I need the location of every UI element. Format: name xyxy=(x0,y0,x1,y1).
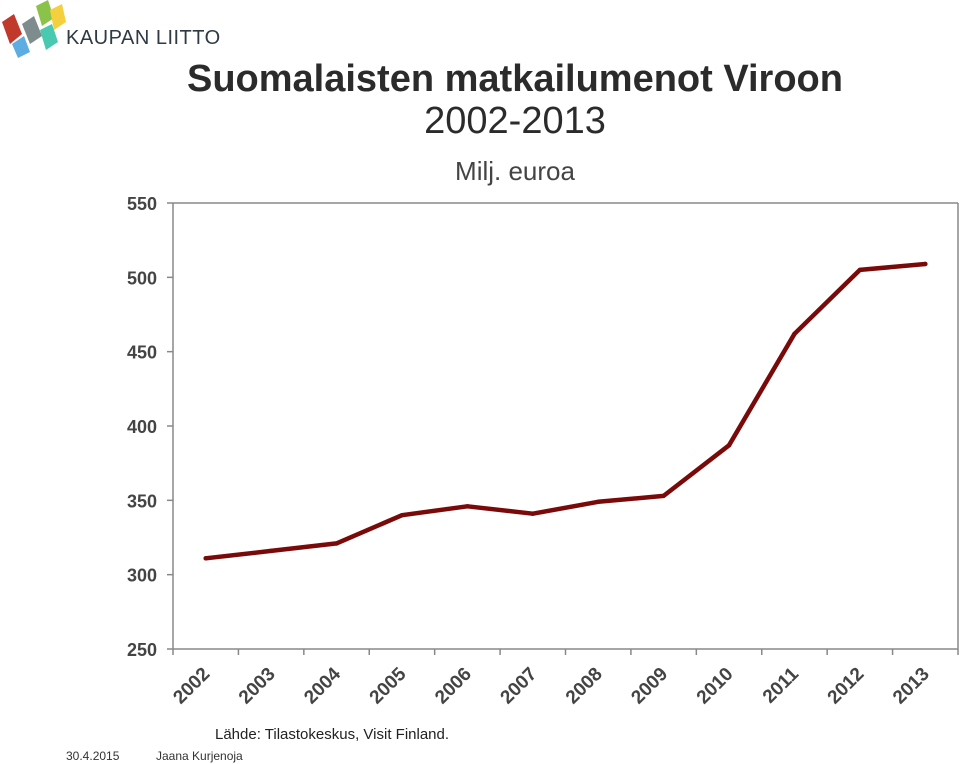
logo-shape-gray xyxy=(22,16,42,44)
x-tick-label: 2012 xyxy=(824,664,869,709)
x-tick-label: 2011 xyxy=(759,663,803,707)
chart-subtitle: 2002-2013 xyxy=(424,100,606,142)
x-axis-ticks: 2002 2003 2004 2005 2006 2007 2008 2009 2010 2011… xyxy=(169,649,959,709)
logo-shape-red xyxy=(2,14,22,44)
y-tick-label: 400 xyxy=(127,417,157,437)
series-line xyxy=(203,261,928,561)
kaupan-liitto-logo xyxy=(2,0,66,58)
logo-text: KAUPAN LIITTO xyxy=(66,27,221,49)
footer-author: Jaana Kurjenoja xyxy=(156,749,243,763)
y-tick-label: 250 xyxy=(127,640,157,660)
data-point xyxy=(596,499,601,505)
data-point xyxy=(923,261,928,267)
y-tick-label: 550 xyxy=(127,194,157,214)
x-tick-label: 2013 xyxy=(889,664,934,709)
y-tick-label: 300 xyxy=(127,566,157,586)
data-point xyxy=(726,443,732,448)
chart-title: Suomalaisten matkailumenot Viroon xyxy=(186,58,843,100)
chart-axes xyxy=(172,202,959,650)
data-point xyxy=(268,548,274,554)
logo-shape-blue xyxy=(12,36,30,58)
x-tick-label: 2004 xyxy=(300,663,345,708)
data-point xyxy=(661,493,666,499)
x-tick-label: 2005 xyxy=(366,663,411,708)
data-point xyxy=(530,511,535,516)
x-tick-label: 2008 xyxy=(562,664,607,709)
x-tick-label: 2006 xyxy=(431,664,476,709)
y-tick-label: 350 xyxy=(127,491,157,511)
data-point xyxy=(792,331,797,337)
logo-shape-teal xyxy=(40,24,58,50)
chart-unit-label: Milj. euroa xyxy=(455,156,575,186)
x-tick-label: 2010 xyxy=(693,664,738,709)
source-note: Lähde: Tilastokeskus, Visit Finland. xyxy=(215,726,450,743)
x-tick-label: 2009 xyxy=(627,664,672,709)
data-point xyxy=(399,513,405,518)
data-point xyxy=(334,541,339,546)
x-tick-label: 2007 xyxy=(497,664,542,709)
data-point xyxy=(465,504,470,509)
x-tick-label: 2003 xyxy=(235,664,280,709)
y-axis-ticks: 250 300 350 400 450 500 550 xyxy=(127,194,173,660)
data-point xyxy=(857,267,863,273)
data-point xyxy=(203,556,208,561)
series-line-group xyxy=(203,261,928,561)
logo-shape-yellow xyxy=(50,4,66,30)
footer-date: 30.4.2015 xyxy=(66,749,120,763)
x-tick-label: 2002 xyxy=(169,664,214,709)
logo-shape-green xyxy=(36,0,54,26)
y-tick-label: 450 xyxy=(127,343,157,363)
y-tick-label: 500 xyxy=(127,268,157,288)
